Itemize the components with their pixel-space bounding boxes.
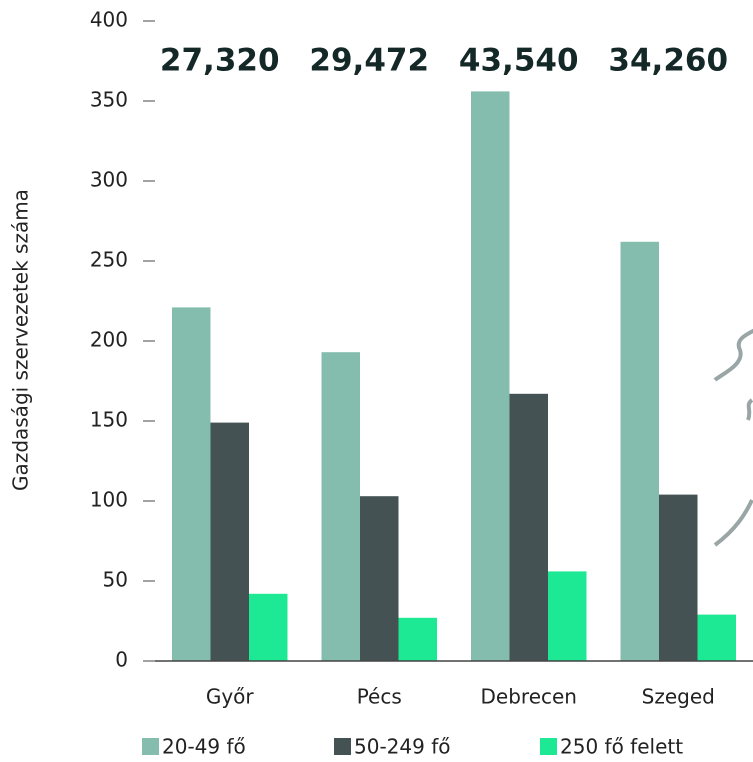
legend-label: 50-249 fő <box>354 735 450 759</box>
annotation: 34,260 <box>608 43 728 79</box>
legend-swatch <box>334 738 351 755</box>
bar <box>471 91 510 661</box>
x-tick-label: Debrecen <box>481 685 577 709</box>
map-outline <box>713 328 753 547</box>
legend-label: 250 fő felett <box>560 735 683 759</box>
x-tick-label: Pécs <box>357 685 402 709</box>
bar <box>360 496 399 661</box>
bar <box>210 422 249 661</box>
y-tick-label: 400 <box>90 8 128 32</box>
y-axis-label: Gazdasági szervezetek száma <box>9 189 33 491</box>
bar <box>659 494 698 661</box>
x-tick-label: Győr <box>206 685 255 709</box>
bar <box>697 614 736 661</box>
y-tick-label: 350 <box>90 88 128 112</box>
y-tick-label: 150 <box>90 408 128 432</box>
legend-swatch <box>540 738 557 755</box>
bar <box>509 393 548 661</box>
y-tick-label: 0 <box>115 648 128 672</box>
x-tick-label: Szeged <box>642 685 715 709</box>
bar <box>398 617 437 661</box>
y-tick-label: 300 <box>90 168 128 192</box>
y-tick-label: 200 <box>90 328 128 352</box>
bar <box>249 593 288 661</box>
annotation: 29,472 <box>309 43 429 79</box>
annotation: 43,540 <box>459 43 579 79</box>
y-tick-label: 50 <box>103 568 128 592</box>
legend-swatch <box>142 738 159 755</box>
bar <box>321 352 360 661</box>
y-tick-label: 250 <box>90 248 128 272</box>
annotation: 27,320 <box>160 43 280 79</box>
legend-label: 20-49 fő <box>162 735 246 759</box>
y-tick-label: 100 <box>90 488 128 512</box>
bar <box>620 241 659 662</box>
bar <box>172 307 211 661</box>
bar <box>548 571 587 661</box>
